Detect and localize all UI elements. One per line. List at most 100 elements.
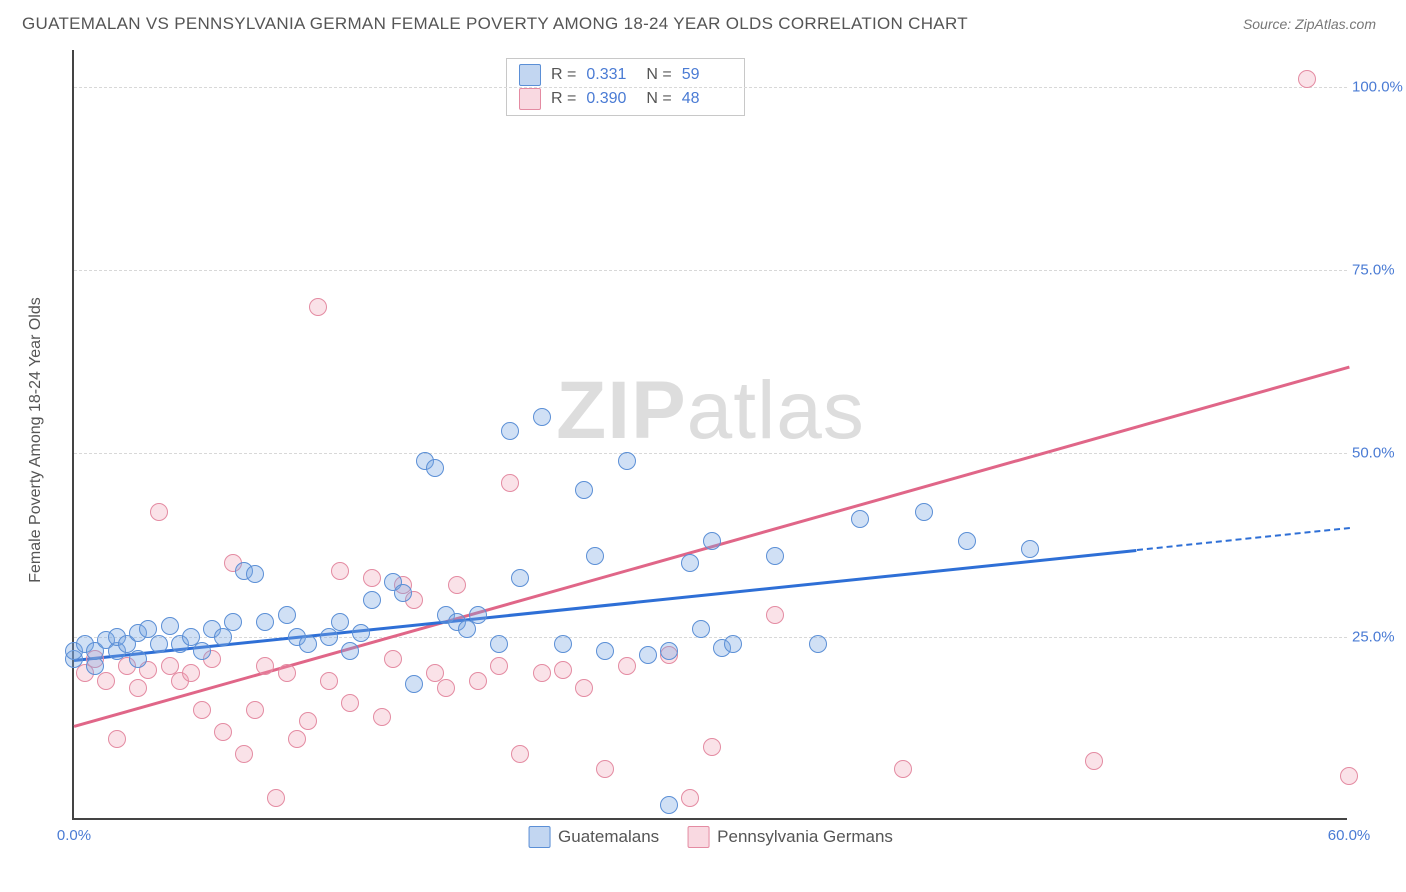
y-tick-label: 75.0% xyxy=(1352,262,1406,279)
data-point xyxy=(341,642,359,660)
y-axis-label: Female Poverty Among 18-24 Year Olds xyxy=(27,297,45,583)
source-label: Source: ZipAtlas.com xyxy=(1243,16,1376,32)
data-point xyxy=(618,452,636,470)
data-point xyxy=(214,723,232,741)
data-point xyxy=(703,532,721,550)
data-point xyxy=(724,635,742,653)
watermark: ZIPatlas xyxy=(556,364,865,458)
data-point xyxy=(915,503,933,521)
data-point xyxy=(469,672,487,690)
x-tick-label: 60.0% xyxy=(1328,827,1371,844)
data-point xyxy=(182,664,200,682)
data-point xyxy=(331,613,349,631)
data-point xyxy=(618,657,636,675)
data-point xyxy=(660,642,678,660)
data-point xyxy=(511,569,529,587)
data-point xyxy=(501,422,519,440)
data-point xyxy=(224,613,242,631)
data-point xyxy=(256,613,274,631)
data-point xyxy=(97,672,115,690)
data-point xyxy=(256,657,274,675)
data-point xyxy=(851,510,869,528)
data-point xyxy=(278,664,296,682)
chart-header: GUATEMALAN VS PENNSYLVANIA GERMAN FEMALE… xyxy=(0,0,1406,42)
legend-item-guatemalans: Guatemalans xyxy=(528,826,659,848)
data-point xyxy=(586,547,604,565)
data-point xyxy=(469,606,487,624)
gridline xyxy=(74,270,1347,271)
data-point xyxy=(341,694,359,712)
data-point xyxy=(405,675,423,693)
data-point xyxy=(766,547,784,565)
swatch-pink-icon xyxy=(519,88,541,110)
data-point xyxy=(554,635,572,653)
data-point xyxy=(1021,540,1039,558)
y-tick-label: 100.0% xyxy=(1352,78,1406,95)
data-point xyxy=(639,646,657,664)
data-point xyxy=(533,408,551,426)
data-point xyxy=(501,474,519,492)
data-point xyxy=(278,606,296,624)
data-point xyxy=(437,679,455,697)
series-legend: Guatemalans Pennsylvania Germans xyxy=(528,826,893,848)
data-point xyxy=(267,789,285,807)
data-point xyxy=(193,642,211,660)
chart-title: GUATEMALAN VS PENNSYLVANIA GERMAN FEMALE… xyxy=(22,14,968,34)
data-point xyxy=(596,760,614,778)
y-tick-label: 50.0% xyxy=(1352,445,1406,462)
data-point xyxy=(1340,767,1358,785)
y-tick-label: 25.0% xyxy=(1352,628,1406,645)
data-point xyxy=(363,569,381,587)
trend-line xyxy=(1136,527,1349,551)
data-point xyxy=(331,562,349,580)
data-point xyxy=(150,503,168,521)
legend-item-pennsylvania-germans: Pennsylvania Germans xyxy=(687,826,893,848)
data-point xyxy=(511,745,529,763)
data-point xyxy=(681,554,699,572)
data-point xyxy=(193,701,211,719)
data-point xyxy=(448,576,466,594)
gridline xyxy=(74,453,1347,454)
x-tick-label: 0.0% xyxy=(57,827,91,844)
data-point xyxy=(299,712,317,730)
data-point xyxy=(894,760,912,778)
data-point xyxy=(681,789,699,807)
data-point xyxy=(150,635,168,653)
data-point xyxy=(490,657,508,675)
data-point xyxy=(299,635,317,653)
data-point xyxy=(809,635,827,653)
data-point xyxy=(766,606,784,624)
data-point xyxy=(384,650,402,668)
swatch-blue-icon xyxy=(528,826,550,848)
data-point xyxy=(490,635,508,653)
data-point xyxy=(309,298,327,316)
data-point xyxy=(288,730,306,748)
data-point xyxy=(958,532,976,550)
swatch-blue-icon xyxy=(519,64,541,86)
data-point xyxy=(108,730,126,748)
data-point xyxy=(596,642,614,660)
data-point xyxy=(554,661,572,679)
data-point xyxy=(394,584,412,602)
data-point xyxy=(692,620,710,638)
data-point xyxy=(660,796,678,814)
data-point xyxy=(129,679,147,697)
data-point xyxy=(1085,752,1103,770)
data-point xyxy=(161,617,179,635)
swatch-pink-icon xyxy=(687,826,709,848)
data-point xyxy=(320,672,338,690)
data-point xyxy=(575,481,593,499)
data-point xyxy=(703,738,721,756)
chart-container: Female Poverty Among 18-24 Year Olds ZIP… xyxy=(50,50,1360,830)
data-point xyxy=(575,679,593,697)
data-point xyxy=(129,650,147,668)
plot-area: ZIPatlas R = 0.331 N = 59 R = 0.390 N = … xyxy=(72,50,1347,820)
data-point xyxy=(426,459,444,477)
data-point xyxy=(373,708,391,726)
data-point xyxy=(533,664,551,682)
data-point xyxy=(246,701,264,719)
data-point xyxy=(235,745,253,763)
data-point xyxy=(363,591,381,609)
data-point xyxy=(352,624,370,642)
data-point xyxy=(246,565,264,583)
